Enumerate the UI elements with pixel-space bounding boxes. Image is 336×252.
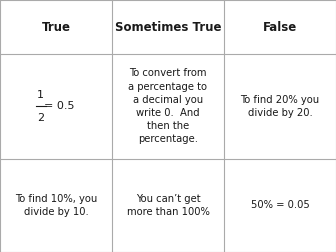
Text: True: True bbox=[41, 21, 71, 34]
Text: = 0.5: = 0.5 bbox=[44, 102, 75, 111]
Text: To convert from
a percentage to
a decimal you
write 0.  And
then the
percentage.: To convert from a percentage to a decima… bbox=[128, 69, 208, 144]
Text: False: False bbox=[263, 21, 297, 34]
Text: To find 10%, you
divide by 10.: To find 10%, you divide by 10. bbox=[15, 194, 97, 217]
Text: To find 20% you
divide by 20.: To find 20% you divide by 20. bbox=[241, 95, 320, 118]
Text: 2: 2 bbox=[37, 113, 44, 123]
Text: You can’t get
more than 100%: You can’t get more than 100% bbox=[127, 194, 209, 217]
Text: 1: 1 bbox=[37, 90, 44, 100]
Text: Sometimes True: Sometimes True bbox=[115, 21, 221, 34]
Text: 50% = 0.05: 50% = 0.05 bbox=[251, 200, 309, 210]
